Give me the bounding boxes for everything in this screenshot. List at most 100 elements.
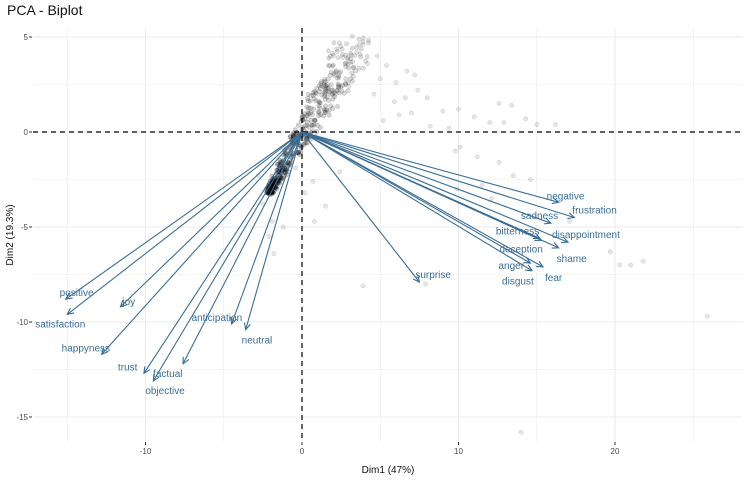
individual-point — [329, 87, 335, 93]
y-axis-label: Dim2 (19.3%) — [5, 204, 16, 265]
individual-point — [312, 90, 318, 96]
individual-point — [350, 59, 356, 65]
individual-point — [332, 91, 338, 97]
individual-point — [334, 75, 340, 81]
individual-point — [327, 53, 333, 59]
individual-point — [321, 84, 327, 90]
individual-point — [313, 91, 319, 97]
individual-point — [279, 176, 284, 181]
individual-point — [331, 40, 337, 46]
individual-point — [319, 83, 325, 89]
individual-point — [322, 86, 328, 92]
arrow-trust — [143, 131, 303, 374]
individual-point — [360, 35, 366, 41]
individual-point — [488, 196, 494, 201]
individual-point — [704, 313, 710, 319]
individual-point — [354, 49, 360, 55]
arrow-neutral — [245, 131, 303, 330]
arrowhead-disappointment — [561, 236, 570, 244]
variable-label-disgust: disgust — [502, 277, 534, 288]
individual-point — [528, 177, 533, 182]
individual-point — [301, 113, 306, 119]
individual-point — [317, 105, 323, 111]
arrowhead-objective — [152, 373, 160, 382]
individual-point — [553, 121, 558, 127]
individual-point — [312, 117, 318, 123]
individual-point — [353, 68, 359, 74]
individuals-points — [255, 33, 710, 435]
arrow-happyness — [101, 131, 303, 355]
individual-point — [334, 88, 340, 94]
individual-point — [317, 100, 323, 106]
arrow-sadness — [301, 131, 552, 224]
individual-point — [321, 82, 327, 88]
arrow-anticipation — [231, 131, 303, 325]
individual-point — [321, 89, 327, 95]
variable-label-deception: deception — [499, 244, 542, 255]
individual-point — [312, 118, 317, 124]
individual-point — [298, 149, 304, 155]
variable-label-joy: joy — [121, 297, 135, 308]
individual-point — [340, 54, 346, 60]
individual-point — [349, 45, 355, 51]
individual-point — [309, 122, 315, 128]
individual-point — [326, 97, 332, 103]
individual-point — [356, 42, 362, 48]
individual-point — [326, 85, 331, 91]
individual-point — [330, 96, 336, 102]
individual-point — [307, 98, 313, 104]
individual-point — [309, 111, 315, 117]
individual-point — [277, 158, 283, 163]
individual-point — [396, 112, 402, 118]
individual-point — [306, 124, 312, 130]
individual-point — [333, 68, 339, 74]
individual-point — [336, 70, 342, 76]
arrow-factual — [182, 131, 303, 365]
individual-point — [330, 91, 336, 97]
individual-point — [328, 82, 334, 88]
individual-point — [342, 61, 348, 67]
individual-point — [324, 107, 330, 113]
arrowhead-factual — [182, 356, 189, 365]
y-tick-label: -5 — [21, 223, 29, 232]
individual-point — [349, 33, 355, 39]
individual-point — [339, 52, 345, 57]
individual-point — [391, 99, 397, 105]
individual-point — [269, 218, 275, 224]
individual-point — [280, 224, 286, 230]
individual-point — [402, 95, 408, 101]
individual-point — [321, 106, 327, 112]
individual-point — [290, 131, 296, 137]
individual-point — [329, 91, 335, 97]
individual-point — [306, 105, 312, 111]
individual-point — [302, 123, 308, 129]
individual-point — [349, 78, 355, 84]
x-axis-label: Dim1 (47%) — [362, 465, 415, 476]
individual-point — [327, 72, 333, 78]
individual-point — [330, 62, 336, 68]
individual-point — [336, 90, 342, 96]
variable-label-negative: negative — [547, 191, 585, 202]
individual-point — [360, 42, 366, 48]
individual-point — [331, 72, 337, 78]
individual-point — [328, 70, 334, 75]
variable-label-happyness: happyness — [62, 343, 110, 354]
individual-point — [343, 76, 349, 82]
individual-point — [346, 83, 352, 89]
individual-point — [266, 234, 272, 239]
individual-point — [348, 50, 353, 56]
arrowhead-neutral — [243, 322, 251, 331]
individual-point — [358, 46, 364, 52]
individual-point — [361, 65, 366, 71]
individual-point — [327, 63, 333, 69]
arrowhead-satisfaction — [66, 307, 75, 316]
arrowhead-trust — [143, 366, 151, 375]
individual-point — [316, 99, 322, 104]
individual-point — [314, 85, 320, 91]
variable-label-sadness: sadness — [521, 211, 558, 222]
individual-point — [323, 203, 328, 209]
individual-point — [331, 53, 336, 58]
individual-point — [336, 73, 342, 79]
individual-point — [335, 84, 341, 90]
individual-point — [338, 69, 344, 75]
